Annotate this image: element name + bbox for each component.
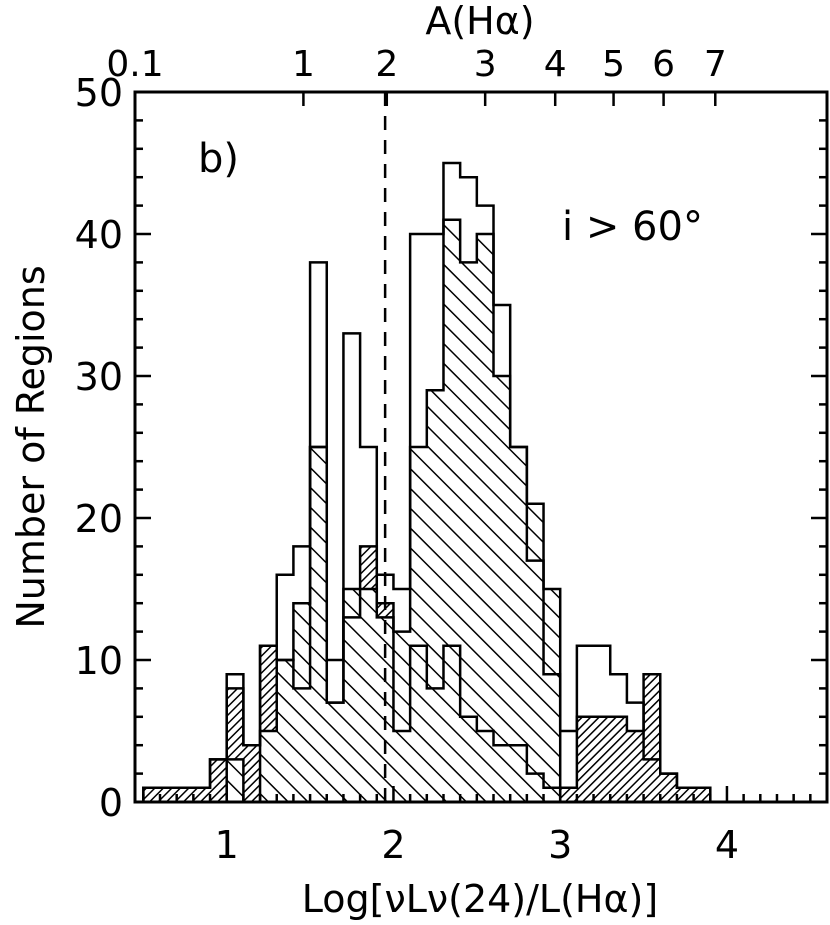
top-axis-title: A(Hα) — [425, 0, 534, 43]
bar-hatch-dense — [160, 787, 178, 802]
x-tick-label: 3 — [548, 823, 572, 867]
y-tick-label: 50 — [75, 71, 123, 115]
top-axis-tick-label: 3 — [474, 44, 497, 85]
bar-hatch-dense — [143, 787, 161, 802]
bar-hatch-sparse — [376, 617, 394, 802]
bar-hatch-sparse — [426, 390, 444, 802]
series-sparse-hatch-bars — [226, 219, 561, 802]
bar-hatch-dense — [660, 773, 678, 802]
bar-hatch-sparse — [543, 589, 561, 802]
bar-outline — [560, 731, 578, 802]
top-axis-tick-label: 4 — [544, 44, 567, 85]
top-axis-tick-label: 5 — [602, 44, 625, 85]
y-axis-title: Number of Regions — [9, 265, 53, 628]
x-tick-label: 2 — [381, 823, 405, 867]
panel-label: b) — [198, 136, 239, 182]
bar-hatch-sparse — [226, 759, 244, 802]
bar-hatch-sparse — [293, 603, 311, 802]
x-tick-label: 4 — [715, 823, 739, 867]
top-axis-tick-label: 6 — [652, 44, 675, 85]
bar-hatch-sparse — [326, 702, 344, 802]
bar-hatch-dense — [643, 674, 661, 802]
bar-hatch-sparse — [510, 447, 528, 802]
bar-hatch-dense — [210, 759, 228, 802]
bar-hatch-dense — [593, 716, 611, 802]
x-axis-title: Log[νLν(24)/L(Hα)] — [302, 877, 658, 921]
series-outline-steps — [142, 161, 827, 802]
y-tick-label: 10 — [75, 639, 123, 683]
plot-frame — [133, 90, 829, 804]
bar-hatch-sparse — [310, 447, 328, 802]
bar-hatch-dense — [676, 787, 695, 802]
bar-hatch-sparse — [460, 262, 478, 802]
top-axis-tick-label: 2 — [375, 44, 398, 85]
bar-hatch-sparse — [443, 219, 461, 802]
bar-hatch-sparse — [360, 589, 378, 802]
bar-hatch-sparse — [526, 503, 545, 802]
top-axis-tick-label: 7 — [704, 44, 727, 85]
bar-hatch-sparse — [260, 731, 278, 802]
bar-hatch-sparse — [276, 660, 294, 802]
bar-hatch-dense — [193, 787, 211, 802]
step-line-hatch-dense — [142, 445, 827, 802]
bar-hatch-sparse — [393, 631, 411, 802]
bar-hatch-dense — [610, 716, 628, 802]
bar-hatch-sparse — [476, 234, 495, 802]
bar-hatch-dense — [243, 745, 261, 802]
y-tick-label: 20 — [75, 497, 123, 541]
top-axis-tick-label: 1 — [292, 44, 315, 85]
bar-hatch-dense — [693, 787, 711, 802]
bar-hatch-sparse — [410, 447, 428, 802]
inclination-annotation: i > 60° — [562, 204, 703, 250]
top-axis-tick-label: 0.1 — [106, 44, 163, 85]
bar-hatch-sparse — [493, 376, 511, 802]
y-tick-label: 40 — [75, 213, 123, 257]
x-tick-label: 1 — [215, 823, 239, 867]
y-tick-label: 30 — [75, 355, 123, 399]
bar-hatch-dense — [176, 787, 194, 802]
bar-hatch-dense — [576, 716, 595, 802]
step-line-hatch-sparse — [143, 218, 827, 802]
y-tick-label: 0 — [99, 781, 123, 825]
bar-hatch-dense — [560, 787, 578, 802]
bar-hatch-sparse — [343, 589, 361, 802]
bar-hatch-dense — [626, 731, 645, 802]
axes — [133, 90, 829, 804]
